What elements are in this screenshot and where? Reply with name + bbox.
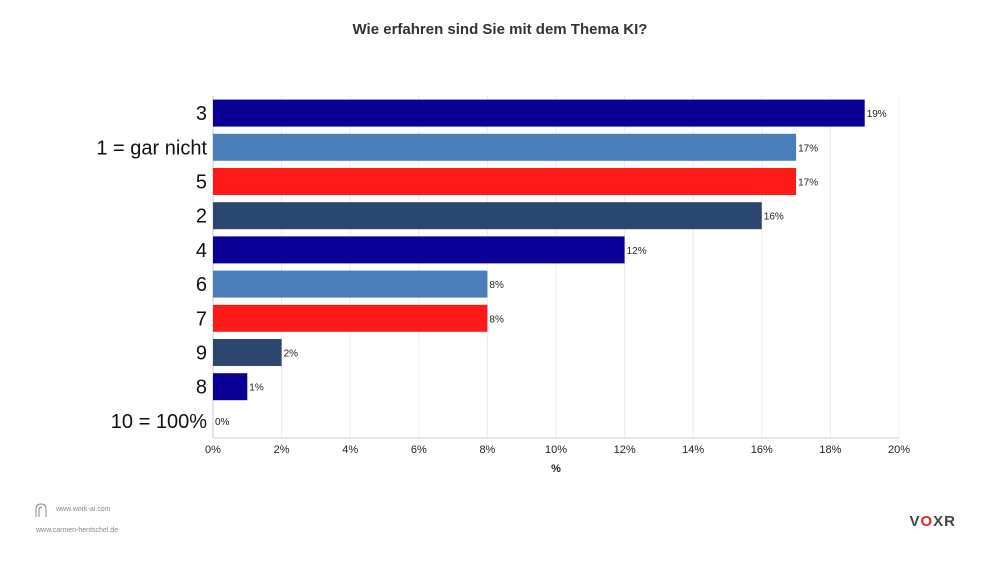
- x-tick-label: 14%: [682, 444, 704, 456]
- x-tick-label: 18%: [819, 444, 841, 456]
- footer-url-carmen[interactable]: www.carmen-hentschel.de: [36, 527, 119, 534]
- x-tick-label: 12%: [614, 444, 636, 456]
- value-label: 17%: [798, 178, 818, 189]
- bar: [213, 236, 625, 264]
- bar: [213, 168, 797, 195]
- bar: [213, 133, 797, 161]
- gridlines: [212, 96, 900, 439]
- chart-title: Wie erfahren sind Sie mit dem Thema KI?: [352, 21, 648, 38]
- category-label: 1 = gar nicht: [96, 137, 207, 159]
- bar: [213, 373, 248, 401]
- value-label: 16%: [764, 212, 784, 223]
- category-label: 10 = 100%: [111, 411, 207, 433]
- category-label: 4: [196, 240, 207, 262]
- value-label: 8%: [489, 280, 504, 291]
- x-tick-labels: 0% 2% 4% 6% 8% 10% 12% 14% 16% 18% 20%: [205, 444, 910, 456]
- footer-url-work-ai[interactable]: www.work-ai.com: [56, 506, 111, 513]
- value-labels: 19% 17% 17% 16% 12% 8% 8% 2% 1% 0%: [215, 109, 887, 428]
- category-label: 3: [196, 103, 207, 125]
- category-label: 6: [196, 274, 207, 296]
- value-label: 17%: [798, 143, 818, 154]
- brand-logo: VOXR: [909, 513, 956, 530]
- category-label: 8: [196, 377, 207, 399]
- value-label: 0%: [215, 417, 230, 428]
- category-label: 5: [196, 172, 207, 194]
- bar: [213, 270, 488, 298]
- category-label: 7: [196, 308, 207, 330]
- x-tick-label: 8%: [479, 444, 495, 456]
- bar: [213, 339, 282, 366]
- value-label: 1%: [249, 383, 264, 394]
- bars: [213, 99, 865, 401]
- x-axis-label: %: [551, 463, 561, 475]
- bar: [213, 202, 762, 230]
- x-tick-label: 6%: [411, 444, 427, 456]
- x-tick-label: 4%: [342, 444, 358, 456]
- bar: [213, 99, 865, 127]
- x-tick-label: 20%: [888, 444, 910, 456]
- x-tick-label: 16%: [751, 444, 773, 456]
- category-label: 2: [196, 206, 207, 228]
- arch-outline-icon: [35, 503, 47, 517]
- value-label: 2%: [284, 349, 299, 360]
- value-label: 19%: [867, 109, 887, 120]
- x-tick-label: 0%: [205, 444, 221, 456]
- category-labels: 3 1 = gar nicht 5 2 4 6 7 9 8 10 = 100%: [96, 103, 207, 433]
- category-label: 9: [196, 343, 207, 365]
- x-tick-label: 2%: [274, 444, 290, 456]
- value-label: 12%: [627, 246, 647, 257]
- bar: [213, 304, 488, 332]
- value-label: 8%: [489, 314, 504, 325]
- x-tick-label: 10%: [545, 444, 567, 456]
